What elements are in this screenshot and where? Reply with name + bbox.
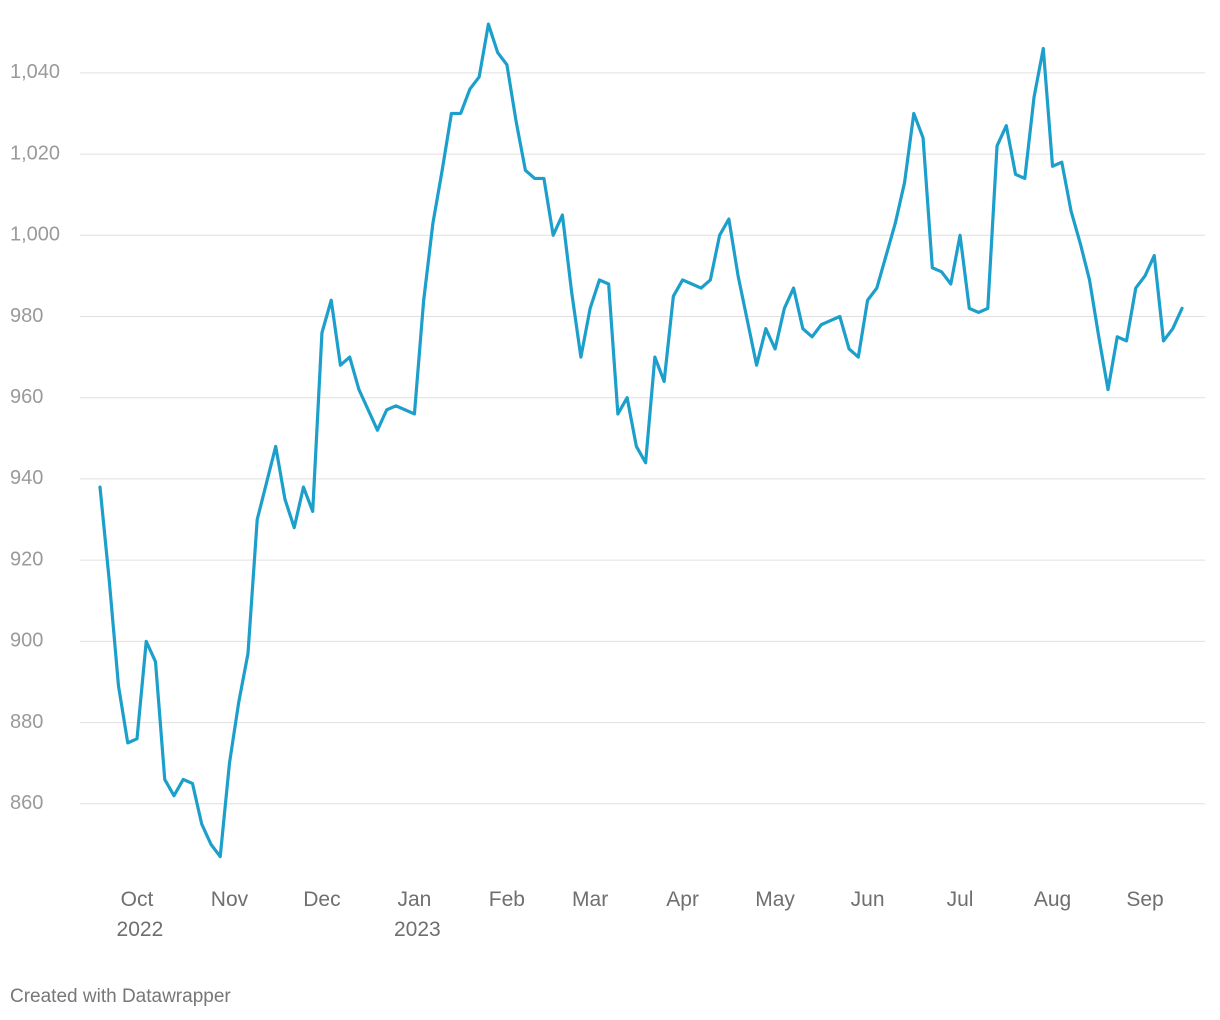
y-tick-label: 880 bbox=[10, 711, 43, 733]
y-tick-label: 980 bbox=[10, 305, 43, 327]
x-tick-label: Feb bbox=[489, 888, 525, 911]
y-tick-label: 940 bbox=[10, 467, 43, 489]
x-tick-label: May bbox=[755, 888, 795, 911]
x-tick-label: Aug bbox=[1034, 888, 1071, 911]
y-tick-label: 900 bbox=[10, 630, 43, 652]
x-tick-label: Sep bbox=[1126, 888, 1163, 911]
x-tick-label: Dec bbox=[303, 888, 340, 911]
x-tick-label: Nov bbox=[211, 888, 249, 911]
y-tick-label: 1,040 bbox=[10, 61, 60, 83]
x-tick-label: Jul bbox=[947, 888, 974, 911]
line bbox=[98, 22, 1184, 859]
y-tick-label: 1,000 bbox=[10, 224, 60, 246]
x-tick-label: Mar bbox=[572, 888, 608, 911]
y-tick-label: 860 bbox=[10, 792, 43, 814]
y-tick-label: 1,020 bbox=[10, 142, 60, 164]
y-tick-label: 920 bbox=[10, 548, 43, 570]
x-tick-label: Jun bbox=[851, 888, 885, 911]
x-tick-label: Apr bbox=[666, 888, 699, 911]
x-tick-label: Oct 2022 bbox=[111, 888, 164, 941]
footer: Created with Datawrapper bbox=[10, 986, 231, 1007]
y-tick-label: 960 bbox=[10, 386, 43, 408]
x-tick-label: Jan 2023 bbox=[388, 888, 441, 941]
